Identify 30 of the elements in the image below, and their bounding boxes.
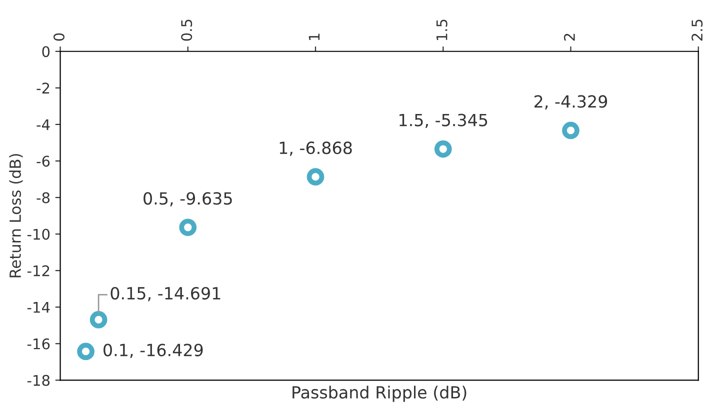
point — [90, 311, 108, 328]
annotation: 1.5, -5.345 — [400, 114, 488, 128]
annotation: 0.15, -14.691 — [110, 286, 220, 302]
x-tick-label: 1.5 — [436, 20, 448, 40]
x-tick-label: 0 — [53, 33, 64, 41]
y-tick-label: -14 — [27, 302, 50, 313]
y-tick-label: -4 — [36, 119, 50, 130]
x-tick-label: 2 — [564, 34, 575, 41]
annotation: 1, -6.868 — [280, 142, 352, 156]
annotation: 0.1, -16.429 — [104, 344, 203, 358]
x-tick-label: 1 — [308, 34, 320, 40]
y-tick-label: -2 — [36, 82, 50, 94]
y-tick-label: -12 — [27, 265, 50, 276]
point — [306, 168, 324, 186]
y-tick-label: -18 — [27, 374, 50, 386]
point — [179, 218, 197, 236]
y-tick-label: -16 — [27, 338, 50, 350]
point — [77, 342, 94, 360]
point — [562, 122, 580, 140]
x-axis-title: Passband Ripple (dB) — [292, 386, 466, 402]
y-axis-title: Return Loss (dB) — [9, 154, 23, 278]
annotation: 0.5, -9.635 — [144, 192, 232, 206]
y-tick-label: -10 — [27, 228, 50, 240]
x-tick-label: 0.5 — [181, 20, 192, 41]
x-tick-label: 2.5 — [692, 20, 703, 41]
y-tick-label: -8 — [36, 192, 50, 204]
annotation: 2, -4.329 — [534, 95, 608, 110]
y-tick-label: 0 — [42, 46, 50, 58]
point — [434, 140, 452, 158]
y-tick-label: -6 — [36, 156, 50, 167]
